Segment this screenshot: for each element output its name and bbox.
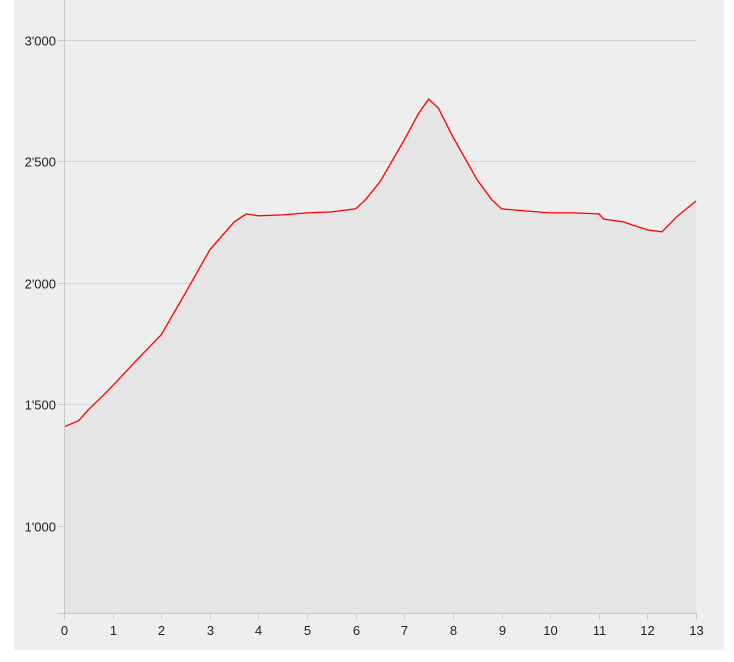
y-tick-label: 1'500 [25,398,56,413]
y-tick-label: 1'000 [25,520,56,535]
x-tick-label: 0 [61,623,68,638]
x-tick-label: 7 [401,623,408,638]
x-tick-label: 6 [353,623,360,638]
x-tick-label: 11 [593,623,607,638]
x-tick-label: 4 [255,623,262,638]
x-tick-label: 13 [689,623,703,638]
x-tick-label: 10 [543,623,557,638]
x-tick-label: 9 [499,623,506,638]
elevation-area [64,99,696,614]
x-tick-label: 1 [110,623,117,638]
y-tick-label: 2'000 [25,277,56,292]
x-tick-label: 8 [450,623,457,638]
y-tick-label: 2'500 [25,155,56,170]
x-tick-label: 2 [158,623,165,638]
y-tick-label: 3'000 [25,34,56,49]
x-tick-label: 5 [304,623,311,638]
x-tick-label: 12 [640,623,654,638]
elevation-line [63,98,697,428]
x-tick-label: 3 [207,623,214,638]
